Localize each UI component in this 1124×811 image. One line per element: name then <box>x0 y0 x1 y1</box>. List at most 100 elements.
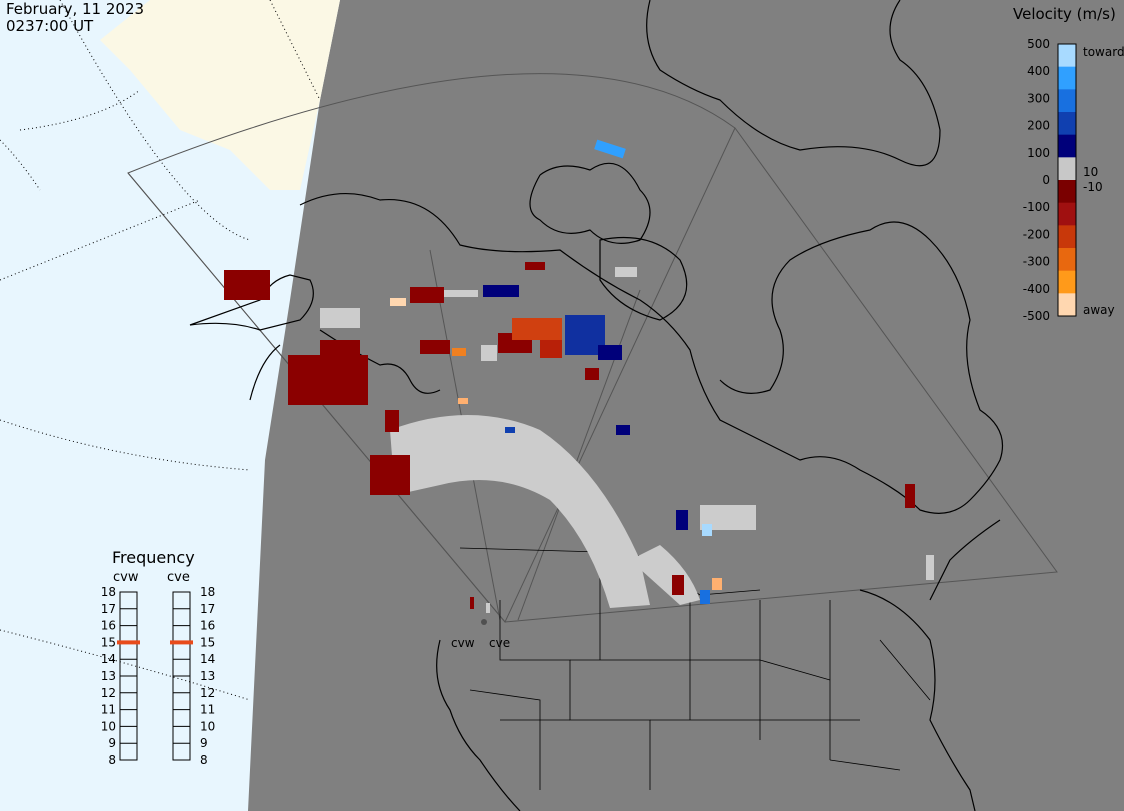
colorbar-tick-label: 0 <box>1042 173 1050 187</box>
velocity-colorbar: 500 400 300 200 100 0 -100 -200 -300 -400 -500 <box>1023 37 1077 323</box>
legend-away-label: away <box>1083 303 1115 317</box>
colorbar-tick-label: 100 <box>1027 146 1050 160</box>
frequency-scale-label: 15 <box>101 635 116 649</box>
echo-cell <box>481 345 497 361</box>
frequency-scales: 18 17 16 15 14 13 12 11 10 9 8 18 17 16 15 14 13 12 11 10 9 8 <box>101 585 216 767</box>
frequency-scale-label: 14 <box>101 652 116 666</box>
frequency-scale-label: 13 <box>200 669 215 683</box>
echo-cell <box>712 578 722 590</box>
echo-cell <box>525 262 545 270</box>
colorbar-tick-label: -400 <box>1023 282 1050 296</box>
colorbar-tick-label: -100 <box>1023 200 1050 214</box>
colorbar-tick-label: 400 <box>1027 64 1050 78</box>
colorbar-segment <box>1058 89 1076 113</box>
colorbar-tick-label: 500 <box>1027 37 1050 51</box>
echo-cell <box>385 410 399 432</box>
frequency-radar-e-label: cve <box>167 570 190 585</box>
legend-toward-label: toward <box>1083 45 1124 59</box>
site-cvw-marker <box>481 619 487 625</box>
echo-cell <box>700 590 710 604</box>
echo-cell <box>458 398 468 404</box>
echo-cell <box>702 524 712 536</box>
colorbar-tick-label: 300 <box>1027 91 1050 105</box>
echo-cell <box>540 340 562 358</box>
colorbar-segment <box>1058 225 1076 249</box>
echo-cell <box>288 355 368 405</box>
echo-cell <box>926 555 934 580</box>
coastlines <box>189 0 1004 811</box>
echo-cell <box>512 318 562 340</box>
echo-cell <box>224 270 270 300</box>
site-label-cvw: cvw <box>451 636 475 650</box>
frequency-marker <box>117 640 140 645</box>
colorbar-segment <box>1058 270 1076 294</box>
date-label: February, 11 2023 <box>6 0 145 18</box>
echo-cell <box>905 484 915 508</box>
echo-cell <box>390 298 406 306</box>
echo-cell <box>616 425 630 435</box>
colorbar-frame <box>1057 43 1077 317</box>
frequency-scale-label: 10 <box>101 719 116 733</box>
frequency-radar-w-label: cvw <box>113 570 139 585</box>
frequency-marker <box>170 640 193 645</box>
frequency-scale-label: 17 <box>101 602 116 616</box>
colorbar-segment <box>1058 112 1076 136</box>
echo-cell <box>676 510 688 530</box>
legend-pos10-label: 10 <box>1083 165 1099 179</box>
colorbar-segment <box>1058 66 1076 90</box>
geographic-grid <box>0 0 321 701</box>
echo-cell <box>672 575 684 595</box>
echo-cell <box>486 603 490 613</box>
frequency-scale-label: 11 <box>200 703 215 717</box>
colorbar-segment <box>1058 248 1076 272</box>
alaska-sunlit-land <box>100 0 340 190</box>
colorbar-segment <box>1058 157 1076 181</box>
echo-cell <box>470 597 474 609</box>
colorbar-segment <box>1058 134 1076 158</box>
frequency-scale-label: 12 <box>101 686 116 700</box>
political-borders <box>459 547 931 790</box>
colorbar-segment <box>1058 202 1076 226</box>
echo-cell <box>483 285 519 297</box>
frequency-scale-label: 18 <box>200 585 215 599</box>
frequency-title: Frequency <box>112 548 195 567</box>
frequency-scale-label: 11 <box>101 703 116 717</box>
frequency-scale-label: 10 <box>200 719 215 733</box>
echo-cell <box>320 340 360 360</box>
frequency-scale-label: 12 <box>200 686 215 700</box>
colorbar-segment <box>1058 293 1076 317</box>
colorbar-tick-label: -500 <box>1023 309 1050 323</box>
site-label-cve: cve <box>489 636 511 650</box>
frequency-scale-label: 13 <box>101 669 116 683</box>
frequency-scale-label: 15 <box>200 635 215 649</box>
nightside-region <box>248 0 1124 811</box>
legend-neg10-label: -10 <box>1083 180 1103 194</box>
echo-cell <box>594 139 626 159</box>
groundscatter-band <box>390 415 650 608</box>
frequency-scale-label: 16 <box>200 619 215 633</box>
echo-cell <box>410 287 444 303</box>
frequency-scale-label: 14 <box>200 652 215 666</box>
colorbar-tick-label: -300 <box>1023 255 1050 269</box>
echo-cell <box>370 455 410 495</box>
colorbar-tick-label: 200 <box>1027 119 1050 133</box>
echo-cell <box>615 267 637 277</box>
radar-echoes <box>224 139 934 608</box>
frequency-scale-label: 8 <box>200 753 208 767</box>
frequency-scale-label: 9 <box>200 736 208 750</box>
frequency-scale-label: 9 <box>108 736 116 750</box>
velocity-legend-title: Velocity (m/s) <box>1013 5 1116 23</box>
echo-cell <box>420 340 450 354</box>
colorbar-tick-label: -200 <box>1023 227 1050 241</box>
echo-cell <box>320 308 360 328</box>
echo-cell <box>598 345 622 360</box>
echo-cell <box>585 368 599 380</box>
echo-cell <box>505 427 515 433</box>
frequency-scale-label: 17 <box>200 602 215 616</box>
colorbar-segment <box>1058 44 1076 68</box>
time-label: 0237:00 UT <box>6 17 94 35</box>
echo-cell <box>452 348 466 356</box>
frequency-scale-label: 18 <box>101 585 116 599</box>
colorbar-segment <box>1058 180 1076 204</box>
